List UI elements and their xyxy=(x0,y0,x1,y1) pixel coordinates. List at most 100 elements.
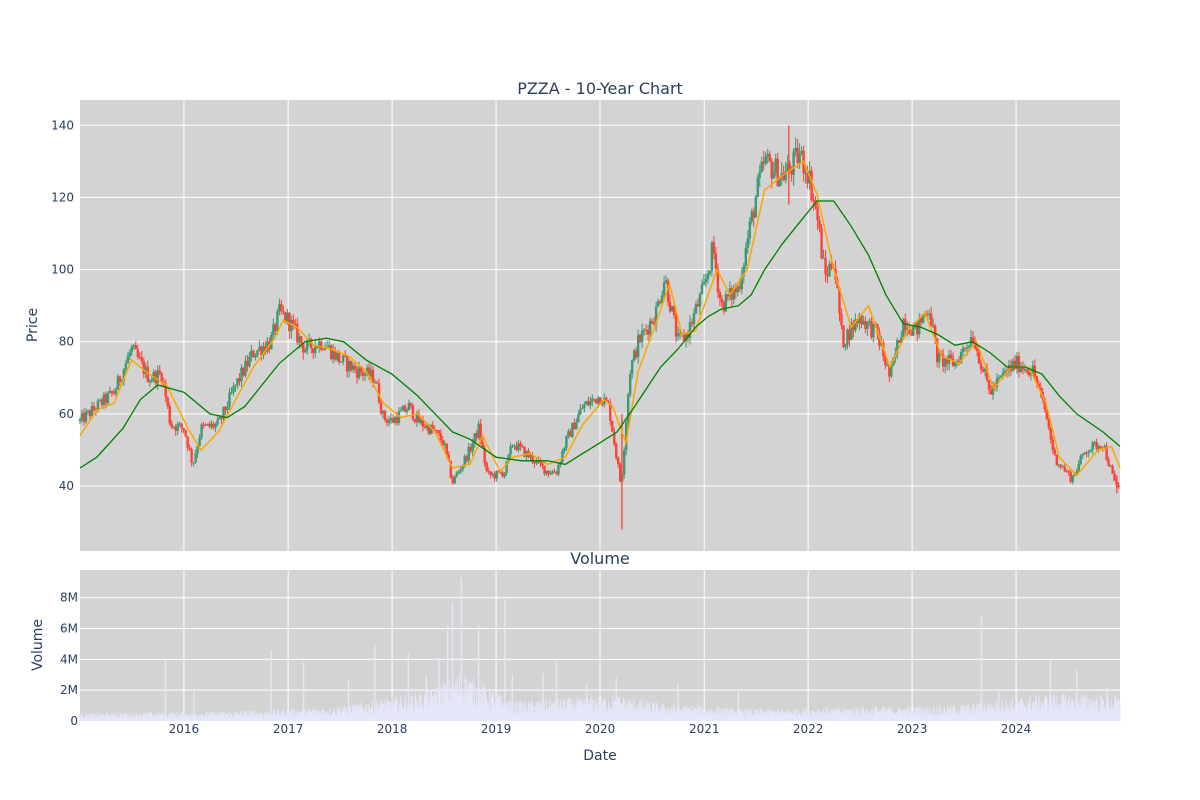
candle-body xyxy=(172,427,175,429)
volume-y-tick-label: 8M xyxy=(60,591,78,605)
volume-bar xyxy=(182,717,183,721)
volume-bar xyxy=(772,712,774,721)
volume-bar xyxy=(797,715,799,721)
volume-bar xyxy=(1070,702,1072,721)
candle-body xyxy=(298,336,301,343)
volume-bar xyxy=(959,712,961,721)
volume-bar xyxy=(985,711,987,721)
candle-body xyxy=(573,422,576,430)
volume-bar xyxy=(398,709,400,721)
volume-bar xyxy=(968,712,969,721)
volume-bar xyxy=(1060,711,1062,721)
volume-bar xyxy=(1099,711,1100,721)
volume-bar xyxy=(168,717,170,721)
candle-body xyxy=(156,370,159,384)
candle-body xyxy=(146,366,149,382)
volume-bar xyxy=(981,705,983,721)
volume-bar xyxy=(808,714,809,721)
volume-bar xyxy=(1030,711,1032,721)
candle-body xyxy=(413,419,417,422)
volume-bar xyxy=(753,715,755,721)
volume-bar xyxy=(441,708,443,721)
volume-bar xyxy=(731,708,733,721)
volume-bar xyxy=(231,714,232,721)
candle-body xyxy=(726,294,730,297)
volume-bar xyxy=(131,717,133,721)
volume-bar xyxy=(192,716,194,721)
volume-bar xyxy=(622,697,624,721)
candle-body xyxy=(638,335,642,342)
volume-bar xyxy=(676,708,678,721)
volume-bar xyxy=(810,710,812,721)
volume-bar xyxy=(354,705,355,721)
volume-bar xyxy=(739,709,741,721)
candle-body xyxy=(327,345,331,348)
volume-bar xyxy=(99,715,101,721)
candle-body xyxy=(712,242,716,254)
volume-bar xyxy=(426,697,428,721)
volume-bar xyxy=(786,713,788,721)
candle-body xyxy=(926,313,929,315)
candle-body xyxy=(898,340,901,343)
candle-body xyxy=(212,423,215,428)
volume-bar xyxy=(517,702,519,721)
volume-bar xyxy=(338,711,340,721)
candle-body xyxy=(778,177,781,186)
volume-bar xyxy=(126,714,128,721)
volume-bar xyxy=(1095,712,1096,721)
volume-bar xyxy=(248,715,250,721)
volume-bar xyxy=(79,715,81,721)
candle-body xyxy=(280,303,283,311)
volume-bar xyxy=(388,701,390,721)
volume-bar xyxy=(579,701,581,721)
volume-bar xyxy=(553,705,555,721)
volume-bar xyxy=(617,697,619,721)
volume-bar xyxy=(535,710,537,721)
volume-bar xyxy=(969,715,971,721)
volume-bar xyxy=(420,693,422,721)
volume-bar xyxy=(714,713,716,721)
volume-bar xyxy=(381,704,383,721)
volume-bar xyxy=(602,699,604,721)
volume-bar xyxy=(545,711,547,721)
volume-bar xyxy=(88,714,89,721)
volume-bar xyxy=(367,709,369,721)
volume-bar xyxy=(658,707,660,721)
volume-bar xyxy=(238,713,240,721)
volume-bar xyxy=(958,714,960,721)
volume-bar xyxy=(663,704,665,721)
volume-bar xyxy=(849,710,850,721)
volume-title: Volume xyxy=(570,549,630,568)
volume-bar xyxy=(1068,699,1070,721)
volume-bar xyxy=(699,715,701,721)
volume-bar xyxy=(1026,702,1028,721)
candle-body xyxy=(1117,485,1120,488)
volume-bar xyxy=(975,708,977,721)
volume-bar xyxy=(1065,696,1067,721)
volume-bar xyxy=(1080,706,1082,721)
volume-bar xyxy=(521,702,523,721)
volume-bar xyxy=(1084,706,1086,721)
volume-bar xyxy=(235,713,237,721)
volume-bar xyxy=(632,705,633,721)
volume-bar xyxy=(122,713,124,721)
volume-bar xyxy=(415,710,417,721)
volume-bar xyxy=(946,712,948,721)
volume-bar xyxy=(204,715,206,721)
volume-bar xyxy=(916,707,918,721)
candle-body xyxy=(318,341,321,348)
volume-bar xyxy=(704,708,706,721)
volume-bar xyxy=(405,712,407,721)
candle-body xyxy=(557,465,560,475)
volume-bar xyxy=(987,702,989,721)
volume-bar xyxy=(230,714,232,721)
volume-bar xyxy=(627,699,629,721)
volume-bar xyxy=(613,701,615,721)
volume-bar xyxy=(353,708,355,721)
candle-body xyxy=(421,419,425,427)
volume-bar xyxy=(783,711,785,721)
volume-bar xyxy=(974,712,976,721)
volume-bar xyxy=(718,707,720,721)
volume-bar xyxy=(600,708,602,721)
volume-bar xyxy=(979,710,981,721)
